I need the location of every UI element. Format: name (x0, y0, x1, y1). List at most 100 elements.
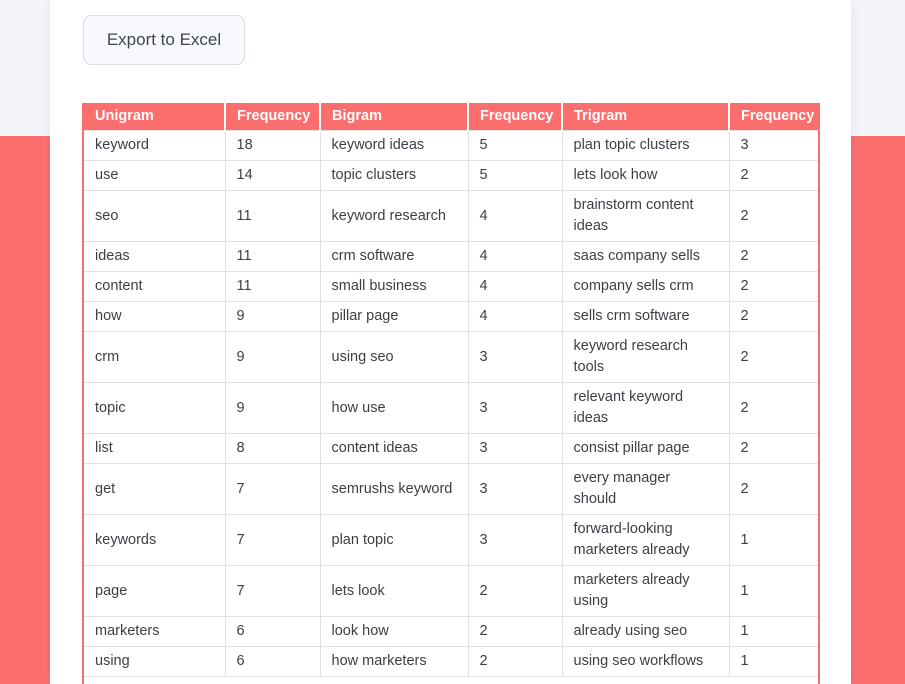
col-header-frequency-1: Frequency (225, 103, 321, 131)
table-header-row: Unigram Frequency Bigram Frequency Trigr… (84, 103, 818, 131)
cell-uni-freq: 11 (225, 190, 321, 242)
cell-bi-freq: 4 (468, 190, 563, 242)
cell-tri-freq: 2 (729, 160, 818, 191)
cell-trigram: sells crm software (562, 301, 730, 332)
cell-tri-freq: 1 (729, 565, 818, 617)
cell-uni-freq: 18 (225, 130, 321, 161)
cell-tri-freq: 2 (729, 382, 818, 434)
cell-trigram: using seo workflows (562, 646, 730, 677)
cell-uni-freq: 9 (225, 301, 321, 332)
cell-trigram: marketers already using (562, 565, 730, 617)
col-header-bigram: Bigram (320, 103, 469, 131)
table-row: list 8 content ideas 3 consist pillar page 2 (84, 433, 818, 464)
col-header-frequency-2: Frequency (468, 103, 563, 131)
cell-tri-freq: 3 (729, 130, 818, 161)
cell-unigram: list (84, 433, 226, 464)
cell-unigram: how (84, 301, 226, 332)
cell-unigram: use (84, 160, 226, 191)
cell-unigram: seo (84, 190, 226, 242)
cell-tri-freq: 1 (729, 646, 818, 677)
cell-tri-freq: 1 (729, 514, 818, 566)
cell-bigram: using seo (320, 331, 469, 383)
table-row: marketers 6 look how 2 already using seo 1 (84, 616, 818, 647)
cell-trigram: relevant keyword ideas (562, 382, 730, 434)
cell-uni-freq: 14 (225, 160, 321, 191)
export-to-excel-button[interactable]: Export to Excel (83, 15, 245, 65)
table-row: using 6 how marketers 2 using seo workflows 1 (84, 646, 818, 677)
table-row: how 9 pillar page 4 sells crm software 2 (84, 301, 818, 332)
cell-bigram: keyword ideas (320, 130, 469, 161)
cell-uni-freq: 8 (225, 433, 321, 464)
cell-uni-freq: 9 (225, 331, 321, 383)
cell-unigram: get (84, 463, 226, 515)
cell-uni-freq: 11 (225, 271, 321, 302)
table-row: page 7 lets look 2 marketers already using 1 (84, 565, 818, 617)
cell-trigram: company sells crm (562, 271, 730, 302)
cell-bi-freq: 3 (468, 463, 563, 515)
cell-trigram: brainstorm content ideas (562, 190, 730, 242)
cell-bi-freq: 2 (468, 646, 563, 677)
table-row: ideas 11 crm software 4 saas company sells 2 (84, 241, 818, 272)
table-row-partial (84, 677, 818, 684)
table-row: crm 9 using seo 3 keyword research tools 2 (84, 331, 818, 383)
cell-bi-freq: 2 (468, 616, 563, 647)
cell-uni-freq: 9 (225, 382, 321, 434)
cell-unigram: keyword (84, 130, 226, 161)
cell-bigram: how marketers (320, 646, 469, 677)
content-card: Export to Excel Unigram Frequency Bigram (50, 0, 851, 684)
ngram-frequency-table: Unigram Frequency Bigram Frequency Trigr… (82, 103, 820, 684)
cell-trigram: saas company sells (562, 241, 730, 272)
cell-bigram: semrushs keyword (320, 463, 469, 515)
cell-bi-freq: 3 (468, 382, 563, 434)
cell-bigram: look how (320, 616, 469, 647)
cell-unigram: page (84, 565, 226, 617)
table-row: get 7 semrushs keyword 3 every manager shoul… (84, 463, 818, 515)
table-row: keyword 18 keyword ideas 5 plan topic cluste… (84, 130, 818, 161)
cell-bi-freq: 3 (468, 514, 563, 566)
cell-bigram: keyword research (320, 190, 469, 242)
cell-tri-freq: 2 (729, 241, 818, 272)
cell-tri-freq: 2 (729, 301, 818, 332)
cell-uni-freq: 7 (225, 463, 321, 515)
ngram-table: Unigram Frequency Bigram Frequency Trigr… (84, 103, 818, 684)
cell-bi-freq: 4 (468, 301, 563, 332)
cell-trigram: forward-looking marketers already (562, 514, 730, 566)
cell-unigram: topic (84, 382, 226, 434)
cell-uni-freq: 7 (225, 565, 321, 617)
cell-tri-freq: 2 (729, 331, 818, 383)
cell-tri-freq: 1 (729, 616, 818, 647)
table-row: keywords 7 plan topic 3 forward-looking mark… (84, 514, 818, 566)
cell-bi-freq: 5 (468, 130, 563, 161)
col-header-frequency-3: Frequency (729, 103, 818, 131)
cell-bigram: small business (320, 271, 469, 302)
table-row: use 14 topic clusters 5 lets look how 2 (84, 160, 818, 191)
cell-tri-freq: 2 (729, 433, 818, 464)
cell-trigram: lets look how (562, 160, 730, 191)
cell-bi-freq: 5 (468, 160, 563, 191)
cell-bigram: how use (320, 382, 469, 434)
cell-trigram: plan topic clusters (562, 130, 730, 161)
cell-uni-freq: 6 (225, 616, 321, 647)
cell-unigram: content (84, 271, 226, 302)
cell-trigram: consist pillar page (562, 433, 730, 464)
cell-bigram: lets look (320, 565, 469, 617)
cell-bi-freq: 2 (468, 565, 563, 617)
cell-uni-freq: 7 (225, 514, 321, 566)
cell-tri-freq: 2 (729, 463, 818, 515)
cell-bi-freq: 3 (468, 433, 563, 464)
cell-uni-freq: 11 (225, 241, 321, 272)
cell-unigram: ideas (84, 241, 226, 272)
cell-bigram: crm software (320, 241, 469, 272)
col-header-trigram: Trigram (562, 103, 730, 131)
cell-bigram: topic clusters (320, 160, 469, 191)
cell-bigram: pillar page (320, 301, 469, 332)
cell-unigram: marketers (84, 616, 226, 647)
cell-bi-freq: 4 (468, 241, 563, 272)
table-row: topic 9 how use 3 relevant keyword ideas 2 (84, 382, 818, 434)
cell-uni-freq: 6 (225, 646, 321, 677)
table-row: seo 11 keyword research 4 brainstorm content… (84, 190, 818, 242)
cell-unigram: crm (84, 331, 226, 383)
cell-trigram: already using seo (562, 616, 730, 647)
cell-tri-freq: 2 (729, 190, 818, 242)
